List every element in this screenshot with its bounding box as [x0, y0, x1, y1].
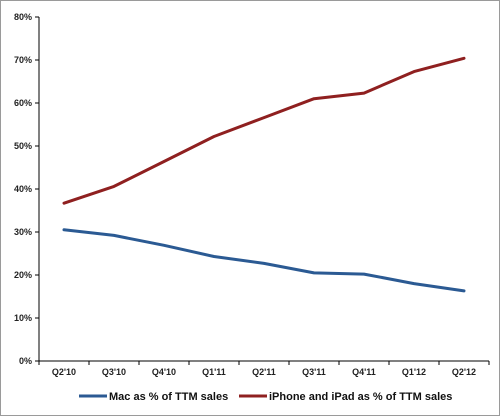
data-point [112, 185, 116, 188]
x-tick-label: Q4'11 [352, 367, 376, 377]
data-point [462, 289, 466, 293]
x-tick-label: Q2'12 [452, 367, 476, 377]
y-tick-label: 30% [14, 227, 32, 237]
data-point [412, 70, 416, 73]
y-tick-label: 60% [14, 98, 32, 108]
x-tick-label: Q4'10 [152, 367, 176, 377]
data-point [362, 91, 366, 95]
x-tick-label: Q1'12 [402, 367, 426, 377]
y-tick-label: 80% [14, 12, 32, 22]
series-lines [62, 56, 466, 293]
data-point [312, 271, 316, 275]
data-point [212, 135, 216, 138]
y-tick-label: 40% [14, 184, 32, 194]
x-tick-label: Q1'11 [202, 367, 226, 377]
x-tick-label: Q2'10 [52, 367, 76, 377]
y-tick-label: 20% [14, 270, 32, 280]
data-point [262, 116, 266, 119]
data-point [412, 282, 416, 285]
legend-label-2: iPhone and iPad as % of TTM sales [269, 391, 452, 403]
data-point [162, 244, 166, 247]
data-point [312, 97, 316, 100]
tick-labels: 0% 10% 20% 30% 40% 50% 60% 70% 80% Q2'10 Q3'10 Q4'1… [14, 12, 476, 377]
x-tick-label: Q2'11 [252, 367, 276, 377]
axes [35, 16, 490, 365]
series-line-1 [62, 228, 466, 293]
data-point [212, 255, 216, 258]
x-tick-label: Q3'11 [302, 367, 326, 377]
data-point [362, 272, 366, 276]
data-point [112, 234, 116, 237]
data-point [162, 160, 166, 163]
legend-label-1: Mac as % of TTM sales [109, 391, 228, 403]
y-tick-label: 0% [19, 356, 32, 366]
x-tick-label: Q3'10 [102, 367, 126, 377]
data-point [62, 228, 66, 232]
series-line-2 [62, 56, 466, 205]
data-point [262, 262, 266, 265]
y-tick-label: 70% [14, 55, 32, 65]
legend: Mac as % of TTM sales iPhone and iPad as … [79, 391, 452, 403]
data-point [462, 57, 466, 60]
y-tick-label: 10% [14, 313, 32, 323]
y-tick-label: 50% [14, 141, 32, 151]
data-point [62, 201, 66, 205]
